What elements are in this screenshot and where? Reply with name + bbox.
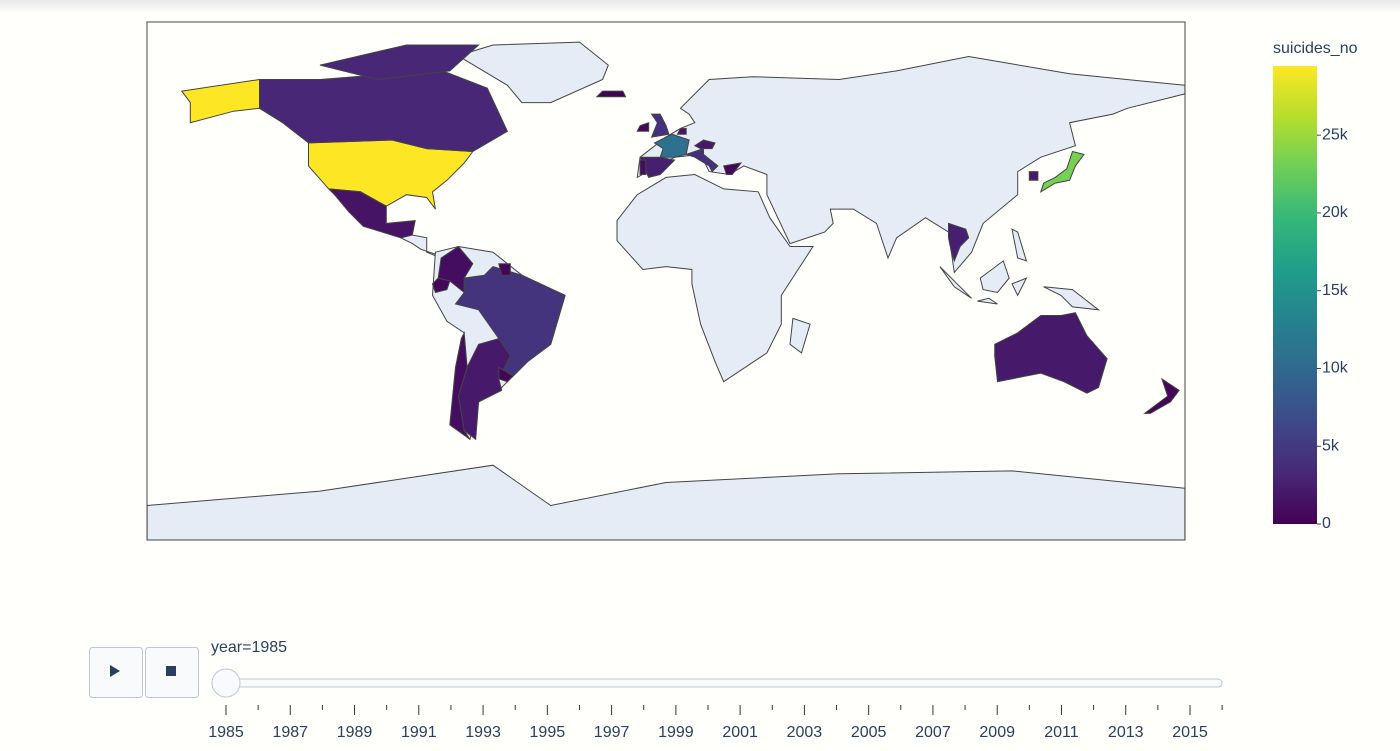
slider-tick-label: 1999 xyxy=(658,724,694,741)
country[interactable] xyxy=(1143,377,1180,414)
country[interactable] xyxy=(693,139,716,150)
country[interactable] xyxy=(684,147,719,173)
land xyxy=(979,260,1010,294)
land xyxy=(636,55,1185,274)
country[interactable] xyxy=(498,366,515,383)
country[interactable] xyxy=(653,133,690,158)
slider-tick-label: 2011 xyxy=(1044,724,1079,741)
colorbar xyxy=(1273,66,1317,524)
slider-tick-label: 2015 xyxy=(1172,724,1208,741)
land xyxy=(1011,228,1028,262)
country[interactable] xyxy=(1028,171,1039,181)
play-icon[interactable] xyxy=(110,665,120,677)
slider-tick-label: 2009 xyxy=(979,724,1015,741)
colorbar-tick-label: 10k xyxy=(1322,360,1349,377)
slider-handle[interactable] xyxy=(211,668,241,698)
land xyxy=(1043,286,1101,311)
slider-tick-label: 1991 xyxy=(401,724,437,741)
slider-tick-label: 1985 xyxy=(208,724,244,741)
country[interactable] xyxy=(994,312,1108,394)
country[interactable] xyxy=(1039,150,1085,193)
colorbar-tick-label: 5k xyxy=(1322,437,1340,454)
slider-tick-label: 1995 xyxy=(530,724,566,741)
country[interactable] xyxy=(948,222,970,263)
top-shade xyxy=(0,0,1400,14)
slider-tick-label: 2001 xyxy=(722,724,758,741)
land xyxy=(453,41,609,104)
slider-tick-label: 2005 xyxy=(851,724,887,741)
country[interactable] xyxy=(650,113,670,138)
stop-button[interactable] xyxy=(145,647,199,698)
colorbar-tick-label: 20k xyxy=(1322,204,1349,221)
slider-current-label: year=1985 xyxy=(211,639,287,656)
country[interactable] xyxy=(449,330,471,440)
country[interactable] xyxy=(431,277,451,294)
colorbar-title: suicides_no xyxy=(1273,40,1358,57)
country[interactable] xyxy=(639,159,647,175)
land xyxy=(789,317,811,354)
slider-tick-label: 2003 xyxy=(787,724,823,741)
play-button[interactable] xyxy=(89,647,143,698)
map xyxy=(147,41,1185,540)
slider-tick-label: 1993 xyxy=(465,724,501,741)
colorbar-tick-label: 0 xyxy=(1322,515,1331,532)
slider-rail[interactable] xyxy=(211,678,1223,688)
stop-icon[interactable] xyxy=(166,666,176,676)
slider-tick-label: 2013 xyxy=(1108,724,1144,741)
map-frame xyxy=(146,21,1186,541)
slider-tick-label: 2007 xyxy=(915,724,951,741)
country[interactable] xyxy=(723,162,743,175)
colorbar-tick-label: 15k xyxy=(1322,282,1349,299)
land xyxy=(939,266,972,299)
land xyxy=(616,173,814,383)
slider-tick-label: 1997 xyxy=(594,724,630,741)
country[interactable] xyxy=(498,263,511,276)
country[interactable] xyxy=(595,90,627,98)
country[interactable] xyxy=(636,122,650,132)
land xyxy=(1011,277,1028,297)
country[interactable] xyxy=(319,44,480,81)
land xyxy=(977,297,998,305)
slider-tick-label: 1989 xyxy=(337,724,373,741)
country[interactable] xyxy=(327,188,416,239)
country[interactable] xyxy=(180,78,260,124)
colorbar-tick-label: 25k xyxy=(1322,126,1349,143)
country[interactable] xyxy=(676,128,687,135)
slider-tick-label: 1987 xyxy=(272,724,308,741)
country[interactable] xyxy=(259,67,509,153)
land xyxy=(147,464,1185,540)
